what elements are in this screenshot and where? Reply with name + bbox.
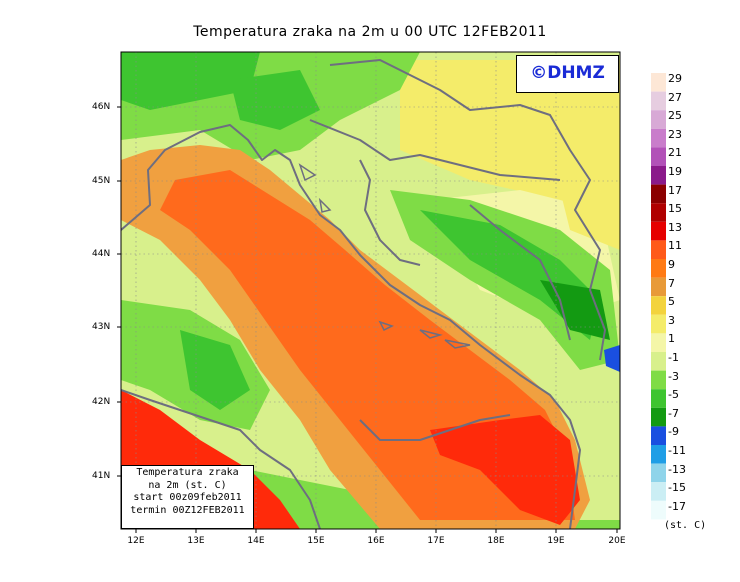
green-dinaric-core (420, 210, 600, 340)
colorbar-swatch (651, 389, 666, 408)
ticks (117, 106, 618, 533)
colorbar-label: 23 (668, 127, 682, 141)
colorbar-swatch (651, 147, 666, 166)
colorbar-label: -5 (668, 388, 679, 402)
colorbar-swatch (651, 463, 666, 483)
colorbar-swatch (651, 296, 666, 315)
colorbar-unit: (st. C) (664, 520, 707, 531)
plot-frame (120, 51, 621, 530)
x-tick-label: 13E (187, 536, 205, 546)
x-tick-label: 15E (307, 536, 325, 546)
x-tick-label: 20E (608, 536, 626, 546)
dark-green-alps (121, 52, 260, 110)
colorbar-label: 1 (668, 332, 675, 346)
y-tick-label: 44N (92, 249, 111, 259)
map-title: Temperatura zraka na 2m u 00 UTC 12FEB20… (193, 24, 547, 40)
colorbar-label: 25 (668, 109, 682, 123)
x-tick-label: 19E (547, 536, 565, 546)
colorbar-label: -11 (668, 444, 686, 457)
islands (298, 163, 471, 349)
colorbar-label: 5 (668, 295, 675, 309)
legend-line-1: Temperatura zraka (136, 467, 239, 478)
colorbar-swatch (651, 370, 666, 390)
x-tick-label: 16E (367, 536, 385, 546)
colorbar (651, 73, 666, 520)
colorbar-label: 27 (668, 90, 682, 104)
y-tick-label: 46N (92, 102, 111, 112)
colorbar-swatch (651, 500, 666, 520)
colorbar-label: 17 (668, 183, 682, 197)
dhmz-logo: ©DHMZ (516, 55, 619, 93)
colorbar-swatch (651, 314, 666, 334)
colorbar-label: -3 (668, 369, 679, 383)
colorbar-swatch (651, 445, 666, 464)
y-tick-label: 41N (92, 471, 111, 481)
colorbar-label: -1 (668, 351, 679, 364)
colorbar-label: 15 (668, 202, 682, 216)
colorbar-label: 9 (668, 258, 675, 271)
colorbar-label: -15 (668, 481, 686, 495)
green-italy-core (180, 330, 250, 410)
colorbar-swatch (651, 407, 666, 427)
colorbar-label: -17 (668, 499, 686, 513)
colorbar-label: 19 (668, 165, 682, 178)
colorbar-swatch (651, 184, 666, 204)
colorbar-swatch (651, 482, 666, 501)
colorbar-swatch (651, 426, 666, 445)
colorbar-label: 29 (668, 72, 682, 85)
legend-line-2: na 2m (st. C) (148, 479, 227, 491)
colorbar-swatch (651, 110, 666, 129)
colorbar-label: 13 (668, 220, 682, 234)
colorbar-swatch (651, 352, 666, 371)
colorbar-label: 7 (668, 276, 675, 290)
green-alps-core (230, 70, 320, 130)
legend-line-3: start 00z09feb2011 (133, 492, 242, 503)
colorbar-swatch (651, 221, 666, 241)
y-tick-label: 43N (92, 322, 111, 332)
x-tick-label: 17E (427, 536, 445, 546)
map-field (121, 52, 620, 529)
colorbar-swatch (651, 91, 666, 111)
colorbar-swatch (651, 166, 666, 185)
colorbar-swatch (651, 277, 666, 297)
y-tick-label: 42N (92, 397, 111, 407)
colorbar-label: -7 (668, 406, 679, 420)
colorbar-swatch (651, 128, 666, 148)
colorbar-label: 3 (668, 313, 675, 327)
colorbar-swatch (651, 203, 666, 222)
colorbar-swatch (651, 73, 666, 92)
x-tick-label: 18E (487, 536, 505, 546)
legend-box: Temperatura zraka na 2m (st. C) start 00… (121, 465, 254, 529)
colorbar-label: -13 (668, 462, 686, 476)
sea-hot-south (430, 415, 580, 525)
x-tick-label: 14E (247, 536, 265, 546)
x-tick-label: 12E (127, 536, 145, 546)
coastlines (121, 59, 606, 529)
colorbar-swatch (651, 333, 666, 352)
legend-line-4: termin 00Z12FEB2011 (130, 504, 245, 516)
colorbar-swatch (651, 259, 666, 278)
blue-patch (604, 345, 620, 372)
colorbar-swatch (651, 240, 666, 259)
y-tick-label: 45N (92, 176, 111, 186)
colorbar-label: 11 (668, 239, 682, 253)
colorbar-label: 21 (668, 146, 682, 160)
colorbar-label: -9 (668, 425, 679, 439)
